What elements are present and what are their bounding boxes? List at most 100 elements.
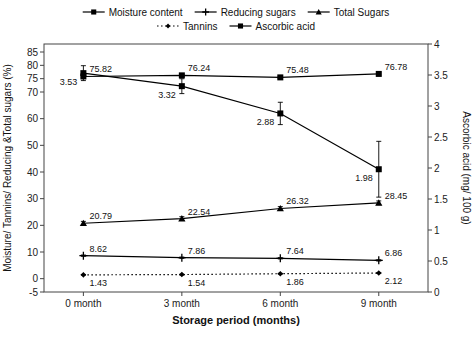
y-tick bbox=[40, 225, 44, 226]
point bbox=[376, 71, 382, 77]
point bbox=[80, 70, 86, 76]
y2-tick-label: 0 bbox=[434, 287, 440, 298]
y-tick bbox=[40, 145, 44, 146]
point bbox=[277, 74, 283, 80]
legend-item: Moisture content bbox=[83, 7, 183, 18]
y2-tick-label: 2 bbox=[434, 163, 440, 174]
point bbox=[178, 215, 185, 221]
data-label: 1.43 bbox=[89, 278, 107, 288]
plot-area bbox=[79, 66, 382, 278]
data-label: 7.64 bbox=[286, 246, 304, 256]
point bbox=[375, 199, 382, 205]
series bbox=[80, 199, 383, 226]
legend-marker bbox=[166, 24, 171, 29]
legend-label: Total Sugars bbox=[334, 7, 390, 18]
point bbox=[179, 72, 185, 78]
chart: -501020304050607075808500.511.522.533.54… bbox=[0, 0, 474, 340]
x-tick bbox=[83, 292, 84, 296]
y-tick-label: 75 bbox=[27, 73, 39, 84]
y2-tick bbox=[428, 261, 432, 262]
data-label: 1.54 bbox=[188, 278, 206, 288]
series-line bbox=[83, 256, 378, 261]
y-tick bbox=[40, 252, 44, 253]
y-tick-label: 10 bbox=[27, 247, 39, 258]
y2-tick bbox=[428, 292, 432, 293]
y-tick-label: 85 bbox=[27, 47, 39, 58]
point bbox=[376, 270, 382, 276]
y2-tick-label: 0.5 bbox=[434, 256, 448, 267]
data-label: 76.78 bbox=[385, 62, 408, 72]
y2-tick bbox=[428, 230, 432, 231]
y-tick-label: 50 bbox=[27, 140, 39, 151]
data-label: 75.82 bbox=[89, 64, 112, 74]
plot-frame bbox=[44, 44, 428, 292]
point bbox=[376, 166, 382, 172]
y2-tick-label: 3.5 bbox=[434, 70, 448, 81]
error-bar bbox=[278, 102, 283, 124]
legend: Moisture content Reducing sugars Total Sug… bbox=[83, 7, 390, 32]
x-tick-label: 6 month bbox=[262, 298, 298, 309]
series-line bbox=[83, 73, 378, 169]
y2-tick bbox=[428, 199, 432, 200]
point bbox=[375, 256, 383, 264]
y-tick-label: 40 bbox=[27, 167, 39, 178]
data-label: 2.12 bbox=[385, 276, 403, 286]
data-label: 1.86 bbox=[286, 277, 304, 287]
series-line bbox=[83, 203, 378, 223]
y-tick bbox=[40, 118, 44, 119]
data-label: 26.32 bbox=[286, 196, 309, 206]
error-bar bbox=[179, 79, 184, 94]
x-tick-label: 9 month bbox=[361, 298, 397, 309]
legend-marker bbox=[316, 9, 322, 15]
y-tick bbox=[40, 172, 44, 173]
data-label: 1.98 bbox=[355, 173, 373, 183]
data-labels: 75.8276.2475.4876.788.627.867.646.8620.7… bbox=[60, 62, 407, 288]
data-label: 75.48 bbox=[286, 65, 309, 75]
legend-item: Tannins bbox=[157, 21, 217, 32]
y2-tick-label: 2.5 bbox=[434, 132, 448, 143]
point bbox=[179, 83, 185, 89]
legend-label: Tannins bbox=[183, 21, 217, 32]
y2-tick-label: 1 bbox=[434, 225, 440, 236]
y-tick-label: 0 bbox=[32, 273, 38, 284]
y-tick bbox=[40, 92, 44, 93]
point bbox=[179, 272, 185, 278]
y-tick bbox=[40, 292, 44, 293]
point bbox=[80, 220, 87, 226]
data-label: 22.54 bbox=[188, 207, 211, 217]
data-label: 2.88 bbox=[257, 117, 275, 127]
series-line bbox=[83, 273, 378, 275]
error-bar bbox=[81, 66, 86, 81]
series bbox=[80, 66, 381, 197]
y-tick bbox=[40, 65, 44, 66]
y2-tick-label: 3 bbox=[434, 101, 440, 112]
axes: -501020304050607075808500.511.522.533.54… bbox=[27, 39, 448, 310]
legend-marker bbox=[202, 9, 209, 16]
point bbox=[277, 205, 284, 211]
y2-tick-label: 1.5 bbox=[434, 194, 448, 205]
y-tick bbox=[40, 278, 44, 279]
y2-tick bbox=[428, 106, 432, 107]
legend-label: Moisture content bbox=[109, 7, 183, 18]
series bbox=[81, 270, 382, 277]
y2-tick-label: 4 bbox=[434, 39, 440, 50]
y-tick-label: -5 bbox=[29, 287, 38, 298]
legend-marker bbox=[238, 23, 243, 28]
data-label: 3.32 bbox=[158, 90, 176, 100]
series bbox=[79, 252, 382, 265]
point bbox=[81, 272, 87, 278]
y-tick-label: 20 bbox=[27, 220, 39, 231]
y2-axis-title: Ascorbic acid (mg/ 100 g) bbox=[461, 111, 472, 224]
series-line bbox=[83, 74, 378, 77]
point bbox=[178, 254, 186, 262]
data-label: 28.45 bbox=[385, 191, 408, 201]
legend-item: Total Sugars bbox=[308, 7, 390, 18]
data-label: 20.79 bbox=[89, 211, 112, 221]
legend-item: Reducing sugars bbox=[195, 7, 296, 18]
x-tick-label: 3 month bbox=[164, 298, 200, 309]
data-label: 76.24 bbox=[188, 63, 211, 73]
y-tick bbox=[40, 52, 44, 53]
y2-tick bbox=[428, 44, 432, 45]
data-label: 8.62 bbox=[89, 244, 107, 254]
point bbox=[79, 252, 87, 260]
